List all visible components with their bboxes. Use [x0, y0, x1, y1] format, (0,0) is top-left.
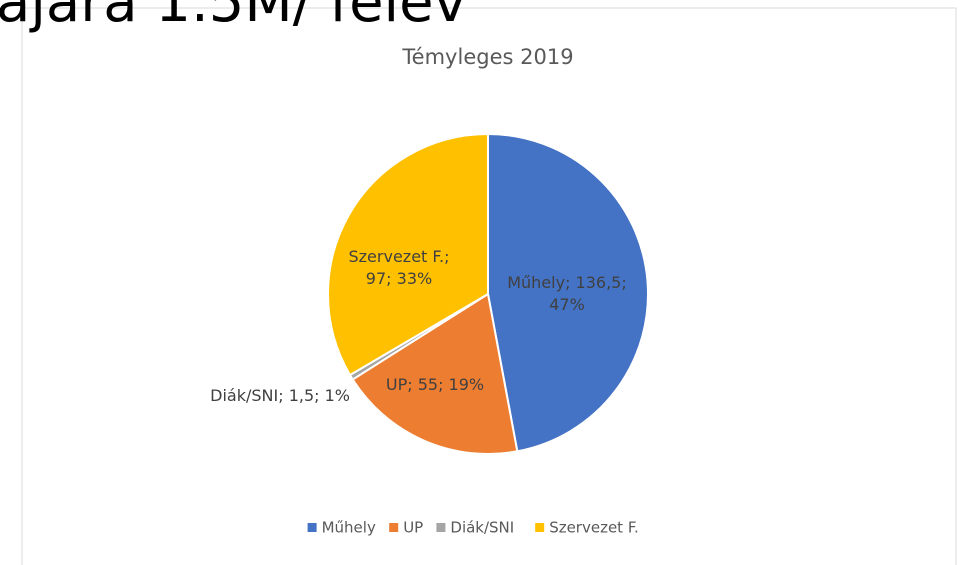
- data-label: Szervezet F.; 97; 33%: [348, 247, 450, 288]
- data-label: UP; 55; 19%: [385, 375, 485, 394]
- legend-swatch: [389, 523, 399, 532]
- legend-label: Szervezet F.: [549, 519, 639, 537]
- legend-label: Diák/SNI: [450, 519, 514, 537]
- pie-slice: [351, 292, 519, 455]
- legend-swatch: [436, 523, 446, 532]
- legend-swatch: [535, 523, 545, 532]
- slide-heading: ajára 1.5M/ félév: [0, 0, 467, 35]
- legend-label: UP: [403, 519, 423, 537]
- legend-label: Műhely: [322, 519, 376, 537]
- data-label: Diák/SNI; 1,5; 1%: [210, 386, 350, 405]
- legend-swatch: [307, 523, 317, 532]
- data-label: Műhely; 136,5; 47%: [507, 273, 627, 314]
- chart-title: Témyleges 2019: [401, 45, 573, 69]
- pie-slice: [327, 132, 489, 377]
- pie-slice: [487, 132, 649, 453]
